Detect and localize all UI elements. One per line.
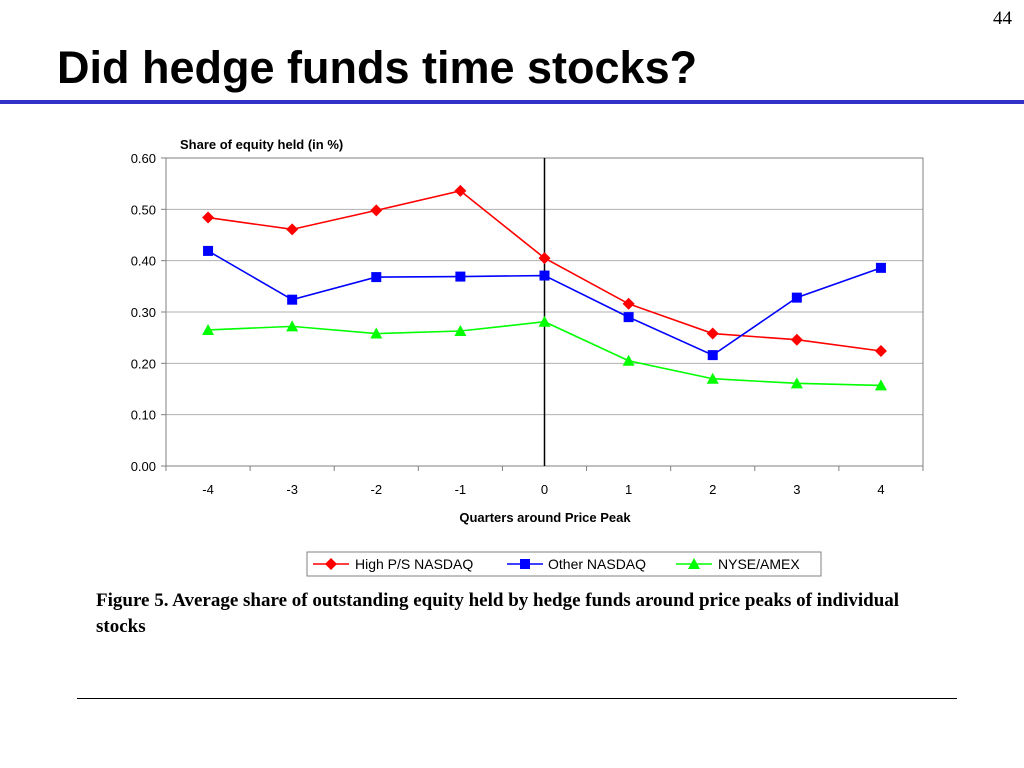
x-tick-label: 4 [877,482,884,497]
series-other-nasdaq [203,245,886,361]
data-point [539,270,550,281]
data-point [706,372,719,384]
legend-box [306,551,822,577]
data-point [286,223,299,236]
y-tick-label: 0.50 [131,202,156,217]
data-point [203,245,214,256]
slide-number: 44 [993,8,1012,29]
data-point [874,379,887,391]
data-point [287,294,298,305]
series-high-p-s-nasdaq [202,184,887,358]
data-point [538,315,551,327]
y-tick-label: 0.20 [131,356,156,371]
data-point [622,354,635,366]
x-tick-label: -4 [202,482,214,497]
x-tick-label: -1 [455,482,467,497]
slide-title: Did hedge funds time stocks? [57,42,698,93]
data-point [707,350,718,361]
legend-marker [520,559,530,569]
data-point [790,377,803,389]
x-tick-label: 2 [709,482,716,497]
data-point [454,184,467,197]
data-point [286,320,299,332]
x-tick-label: 0 [541,482,548,497]
legend-label: High P/S NASDAQ [355,556,473,572]
data-point [875,262,886,273]
data-point [538,252,551,265]
legend-label: Other NASDAQ [548,556,646,572]
x-tick-label: -3 [286,482,298,497]
data-point [371,272,382,283]
data-point [202,211,215,224]
axis-ticks [161,157,924,471]
series-layer [202,184,887,391]
y-tick-label: 0.40 [131,254,156,269]
y-tick-label: 0.00 [131,459,156,474]
data-point [623,312,634,323]
data-point [790,333,803,346]
x-axis-title: Quarters around Price Peak [459,510,631,525]
axis-labels: 0.00 0.10 0.20 0.30 0.40 0.50 0.60 -4 -3 -2 -1 0 1 2 3… [131,137,885,525]
chart-legend: High P/S NASDAQ Other NASDAQ NYSE/AMEX [306,551,822,577]
data-point [202,323,215,335]
y-tick-label: 0.60 [131,151,156,166]
x-tick-label: 1 [625,482,632,497]
y-tick-label: 0.10 [131,408,156,423]
legend-marker [688,558,700,569]
y-axis-title: Share of equity held (in %) [180,137,343,152]
data-point [455,271,466,282]
legend-marker [325,558,337,570]
data-point [454,324,467,336]
x-tick-label: 3 [793,482,800,497]
legend-item: High P/S NASDAQ [313,556,473,572]
title-underline [0,100,1024,104]
y-tick-label: 0.30 [131,305,156,320]
data-point [874,345,887,358]
data-point [370,204,383,217]
figure-caption: Figure 5. Average share of outstanding e… [96,590,900,637]
data-point [706,327,719,340]
footer-divider [77,698,957,699]
data-point [791,292,802,303]
legend-item: NYSE/AMEX [676,556,800,572]
x-tick-label: -2 [370,482,382,497]
data-point [370,327,383,339]
series-nyse-amex [202,315,887,391]
legend-label: NYSE/AMEX [718,556,800,572]
data-point [622,297,635,310]
legend-item: Other NASDAQ [507,556,646,572]
